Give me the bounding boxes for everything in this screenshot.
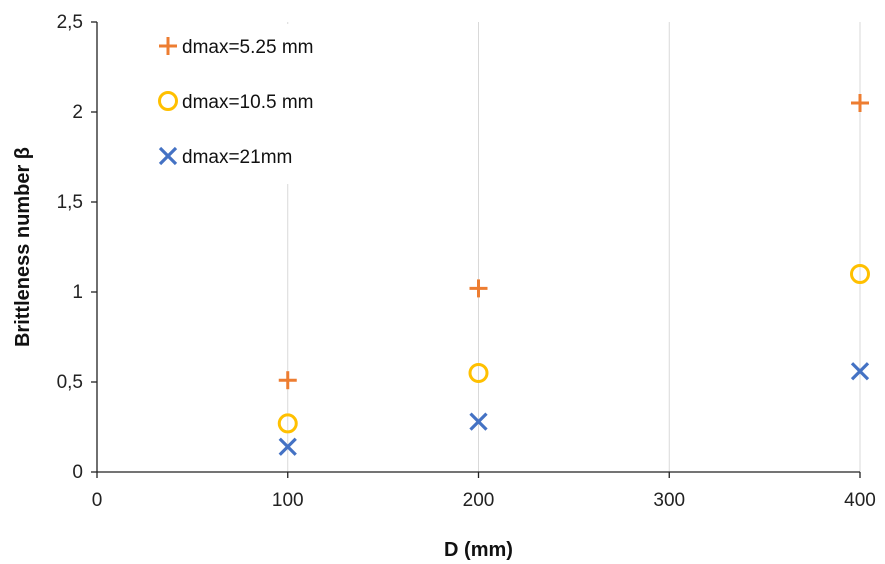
x-axis-title: D (mm) xyxy=(444,539,513,561)
legend-marker-x xyxy=(158,146,178,166)
x-tick-label: 300 xyxy=(653,490,685,511)
point-x xyxy=(850,362,870,381)
y-tick-label: 1 xyxy=(72,282,83,303)
point-plus xyxy=(469,279,488,298)
point-x xyxy=(469,412,488,431)
y-tick-label: 0,5 xyxy=(57,372,83,393)
point-circle xyxy=(468,363,489,383)
y-tick-label: 2,5 xyxy=(57,12,83,33)
x-tick-label: 400 xyxy=(844,490,876,511)
legend: dmax=5.25 mm dmax=10.5 mm dmax=21mm xyxy=(150,24,408,184)
point-x xyxy=(278,437,297,456)
legend-label: dmax=21mm xyxy=(182,147,292,168)
y-tick-label: 0 xyxy=(72,462,83,483)
tick-labels: 0 0,5 1 1,5 2 2,5 0 100 200 300 400 xyxy=(57,12,876,511)
point-circle xyxy=(277,413,298,434)
legend-label: dmax=10.5 mm xyxy=(182,92,313,113)
legend-marker-circle xyxy=(158,91,178,111)
y-axis-title: Brittleness number β xyxy=(12,147,34,347)
y-tick-label: 2 xyxy=(72,102,83,123)
point-plus xyxy=(278,371,297,390)
point-circle xyxy=(850,264,870,284)
legend-label: dmax=5.25 mm xyxy=(182,37,313,58)
point-plus xyxy=(851,94,869,112)
legend-background xyxy=(150,24,408,184)
x-tick-label: 200 xyxy=(463,490,495,511)
legend-marker-plus xyxy=(159,37,177,55)
x-tick-label: 0 xyxy=(92,490,103,511)
x-tick-label: 100 xyxy=(272,490,304,511)
data-points xyxy=(277,94,870,456)
y-tick-label: 1,5 xyxy=(57,192,83,213)
